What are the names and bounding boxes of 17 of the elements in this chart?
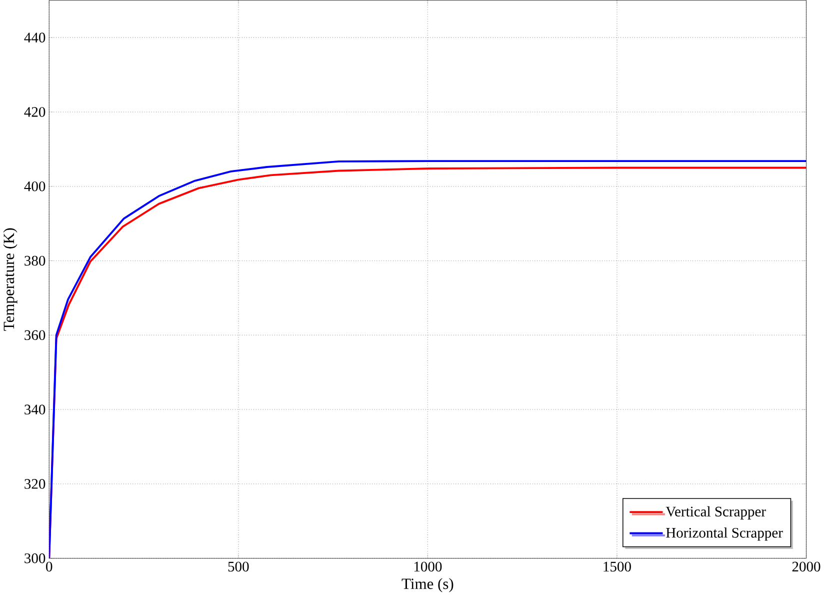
y-tick-label: 340: [24, 404, 46, 414]
y-tick-label: 420: [24, 106, 46, 117]
x-tick-label: 0: [46, 562, 52, 572]
y-tick-label: 360: [24, 330, 46, 340]
y-axis-title: Temperature (K): [3, 228, 18, 331]
x-tick-label: 1000: [414, 562, 442, 572]
x-tick-label: 1500: [604, 562, 631, 572]
y-tick-label: 300: [24, 553, 46, 563]
x-tick-label: 2000: [792, 562, 820, 572]
x-tick-label: 500: [228, 562, 249, 572]
x-axis-title: Time (s): [402, 578, 454, 592]
y-tick-label: 320: [24, 478, 46, 489]
y-tick-label: 440: [24, 32, 46, 42]
legend-label: Horizontal Scrapper: [666, 527, 783, 540]
legend-label: Vertical Scrapper: [666, 506, 766, 520]
y-tick-label: 380: [24, 256, 46, 266]
y-tick-label: 400: [24, 181, 46, 192]
